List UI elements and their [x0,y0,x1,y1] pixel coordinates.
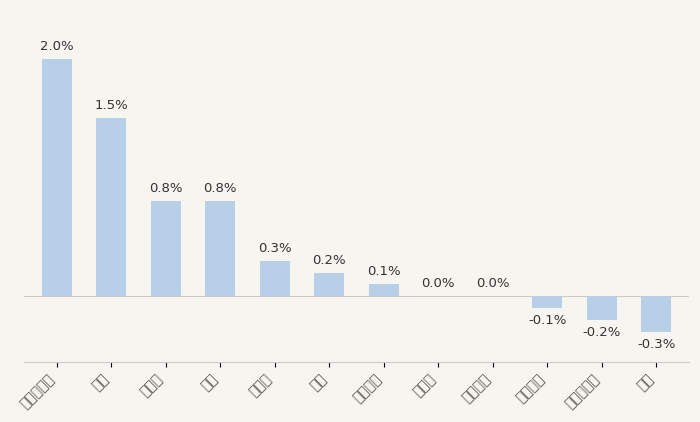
Text: 0.2%: 0.2% [312,254,346,267]
Text: -0.2%: -0.2% [582,326,621,339]
Bar [260,261,290,296]
Text: 0.1%: 0.1% [367,265,400,279]
Bar [150,201,181,296]
Bar [369,284,399,296]
Text: -0.1%: -0.1% [528,314,566,327]
Text: 0.0%: 0.0% [421,277,455,290]
Text: 0.0%: 0.0% [476,277,510,290]
Text: 1.5%: 1.5% [94,99,128,112]
Text: 0.8%: 0.8% [149,182,183,195]
Bar [96,118,126,296]
Bar [641,296,671,332]
Text: 2.0%: 2.0% [40,40,74,53]
Bar [532,296,562,308]
Bar [205,201,235,296]
Text: 0.8%: 0.8% [204,182,237,195]
Text: -0.3%: -0.3% [637,338,676,351]
Bar [314,273,344,296]
Text: 0.3%: 0.3% [258,242,291,255]
Bar [587,296,617,320]
Bar [42,59,71,296]
